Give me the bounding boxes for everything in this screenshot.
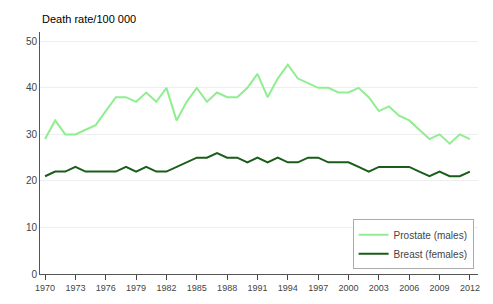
svg-text:1988: 1988	[217, 283, 237, 293]
svg-text:50: 50	[26, 36, 38, 47]
svg-text:2012: 2012	[460, 283, 480, 293]
svg-text:1979: 1979	[126, 283, 146, 293]
svg-text:1973: 1973	[65, 283, 85, 293]
svg-text:2009: 2009	[430, 283, 450, 293]
svg-text:2000: 2000	[339, 283, 359, 293]
svg-text:1982: 1982	[156, 283, 176, 293]
svg-text:0: 0	[31, 269, 37, 280]
svg-text:1976: 1976	[96, 283, 116, 293]
svg-text:10: 10	[26, 222, 38, 233]
svg-text:1991: 1991	[247, 283, 267, 293]
svg-text:1985: 1985	[187, 283, 207, 293]
svg-text:30: 30	[26, 129, 38, 140]
svg-text:Prostate (males): Prostate (males)	[394, 230, 467, 241]
svg-text:20: 20	[26, 175, 38, 186]
svg-text:Death rate/100 000: Death rate/100 000	[42, 13, 136, 25]
svg-text:1994: 1994	[278, 283, 298, 293]
svg-text:40: 40	[26, 82, 38, 93]
svg-text:2003: 2003	[369, 283, 389, 293]
svg-text:2006: 2006	[399, 283, 419, 293]
svg-text:Breast (females): Breast (females)	[394, 249, 467, 260]
svg-text:1970: 1970	[35, 283, 55, 293]
svg-text:1997: 1997	[308, 283, 328, 293]
